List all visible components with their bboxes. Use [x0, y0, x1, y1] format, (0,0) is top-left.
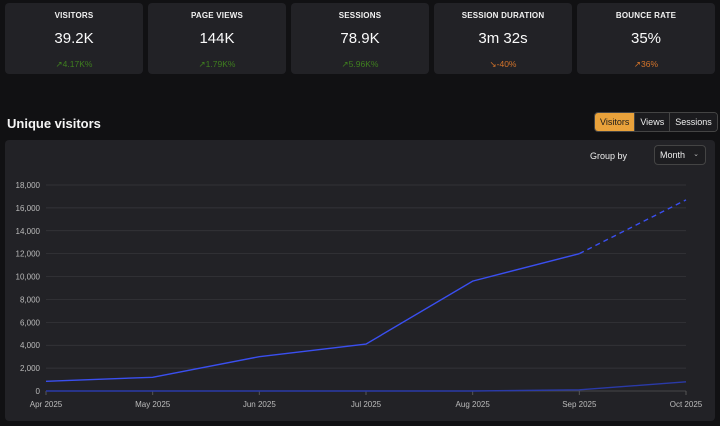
- group-by-label: Group by: [589, 151, 627, 161]
- stat-value: 78.9K: [340, 30, 380, 47]
- y-tick-label: 16,000: [16, 204, 41, 213]
- stat-card-visitors: VISITORS 39.2K ↗4.17K%: [5, 3, 143, 74]
- stat-card-sessions: SESSIONS 78.9K ↗5.96K%: [291, 3, 429, 74]
- stat-value: 39.2K: [54, 30, 94, 47]
- stat-change: ↗36%: [577, 59, 715, 70]
- y-tick-label: 8,000: [20, 295, 41, 304]
- stat-change-value: 4.17K%: [62, 59, 93, 69]
- stat-value: 35%: [630, 30, 662, 47]
- x-tick-label: Sep 2025: [562, 400, 597, 409]
- y-tick-label: 2,000: [20, 364, 41, 373]
- stat-label: SESSIONS: [338, 11, 382, 20]
- trend-up-icon: ↗: [633, 59, 642, 69]
- y-tick-label: 12,000: [16, 250, 41, 259]
- y-tick-label: 10,000: [16, 273, 41, 282]
- y-tick-label: 4,000: [20, 341, 41, 350]
- stat-card-bounce-rate: BOUNCE RATE 35% ↗36%: [577, 3, 715, 74]
- series-1-projection: [579, 199, 687, 255]
- y-tick-label: 6,000: [20, 318, 41, 327]
- tab-sessions[interactable]: Sessions: [669, 113, 717, 131]
- y-tick-label: 0: [36, 387, 41, 396]
- y-tick-label: 14,000: [16, 227, 41, 236]
- stat-label: SESSION DURATION: [461, 11, 545, 20]
- stat-change-value: 1.79K%: [205, 59, 236, 69]
- group-by-select[interactable]: Month ⌄: [654, 145, 706, 165]
- stat-change: ↗1.79K%: [148, 59, 286, 70]
- stat-label: PAGE VIEWS: [190, 11, 244, 20]
- trend-up-icon: ↗: [198, 59, 206, 69]
- x-tick-label: May 2025: [135, 400, 171, 409]
- section-title: Unique visitors: [7, 116, 101, 131]
- stat-change-value: -40%: [496, 59, 517, 69]
- chevron-down-icon: ⌄: [693, 151, 699, 158]
- trend-down-icon: ↘: [489, 59, 497, 69]
- x-tick-label: Jun 2025: [243, 400, 276, 409]
- x-tick-label: Apr 2025: [30, 400, 63, 409]
- x-tick-label: Oct 2025: [670, 400, 703, 409]
- series-1-line: [45, 252, 580, 382]
- stat-card-page-views: PAGE VIEWS 144K ↗1.79K%: [148, 3, 286, 74]
- metric-toggle: Visitors Views Sessions: [594, 112, 718, 132]
- tab-views[interactable]: Views: [634, 113, 670, 131]
- stat-label: BOUNCE RATE: [615, 11, 677, 20]
- y-tick-label: 18,000: [16, 181, 41, 190]
- stat-value: 3m 32s: [478, 30, 528, 47]
- trend-up-icon: ↗: [55, 59, 63, 69]
- trend-up-icon: ↗: [341, 59, 349, 69]
- group-by-value: Month: [660, 150, 686, 160]
- stats-row: VISITORS 39.2K ↗4.17K% PAGE VIEWS 144K ↗1…: [5, 3, 715, 74]
- chart-panel: Group by Month ⌄: [5, 140, 715, 421]
- stat-card-session-duration: SESSION DURATION 3m 32s ↘-40%: [434, 3, 572, 74]
- stat-change: ↗4.17K%: [5, 59, 143, 70]
- x-tick-label: Jul 2025: [351, 400, 382, 409]
- stat-change: ↗5.96K%: [291, 59, 429, 70]
- x-tick-label: Aug 2025: [456, 400, 491, 409]
- stat-value: 144K: [199, 30, 235, 47]
- stat-change-value: 5.96K%: [348, 59, 379, 69]
- stat-change: ↘-40%: [434, 59, 572, 70]
- series-2-line: [46, 381, 687, 392]
- stat-change-value: 36%: [641, 59, 659, 69]
- tab-visitors[interactable]: Visitors: [595, 113, 635, 131]
- stat-label: VISITORS: [54, 11, 94, 20]
